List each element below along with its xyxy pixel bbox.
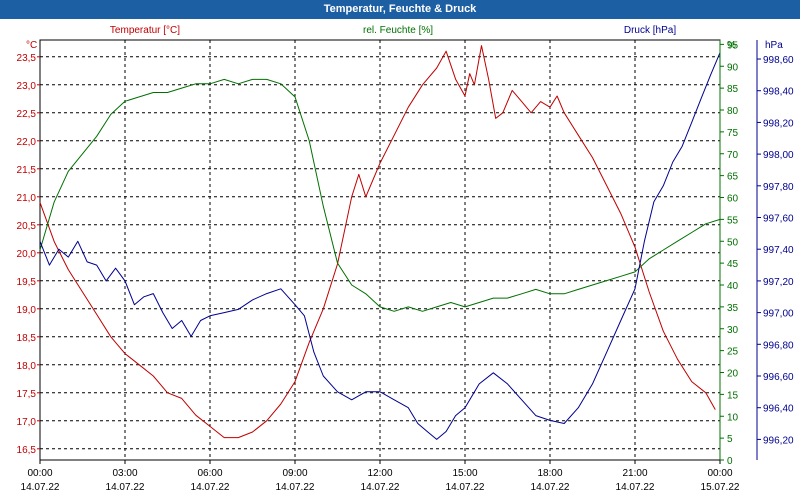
pressure-tick-label: 996,40 (763, 404, 794, 415)
temperature-tick-label: 21,5 (17, 165, 37, 176)
pressure-tick-label: 996,80 (763, 340, 794, 351)
pressure-tick-label: 997,40 (763, 245, 794, 256)
x-tick-label: 15:00 (452, 468, 477, 479)
humidity-tick-label: 70 (727, 150, 739, 161)
humidity-tick-label: 85 (727, 84, 739, 95)
humidity-tick-label: 35 (727, 303, 739, 314)
plot-axes: 00:00 14.07.22 03:00 14.07.22 06:00 14.07.22 0… (17, 25, 794, 493)
temperature-tick-label: 22,5 (17, 109, 37, 120)
temperature-unit: °C (26, 40, 37, 51)
humidity-tick-label: 60 (727, 194, 739, 205)
humidity-unit: % (727, 40, 736, 51)
series-line (39, 78, 721, 312)
x-tick-date: 14.07.22 (361, 482, 400, 493)
temperature-tick-label: 20,5 (17, 221, 37, 232)
humidity-tick-label: 15 (727, 390, 739, 401)
x-tick-label: 06:00 (197, 468, 222, 479)
temperature-tick-label: 18,5 (17, 333, 37, 344)
x-tick-label: 09:00 (282, 468, 307, 479)
humidity-tick-label: 25 (727, 347, 739, 358)
humidity-tick-label: 80 (727, 106, 739, 117)
pressure-tick-label: 998,00 (763, 150, 794, 161)
line-chart: 00:00 14.07.22 03:00 14.07.22 06:00 14.07.22 0… (17, 25, 794, 493)
pressure-tick-label: 997,20 (763, 277, 794, 288)
x-tick-label: 18:00 (537, 468, 562, 479)
humidity-tick-label: 75 (727, 128, 739, 139)
pressure-tick-label: 996,60 (763, 372, 794, 383)
humidity-tick-label: 65 (727, 172, 739, 183)
x-tick-date: 14.07.22 (616, 482, 655, 493)
temperature-tick-label: 22,0 (17, 137, 37, 148)
x-tick-label: 00:00 (707, 468, 732, 479)
humidity-tick-label: 20 (727, 369, 739, 380)
x-tick-date: 14.07.22 (276, 482, 315, 493)
humidity-tick-label: 10 (727, 412, 739, 423)
pressure-tick-label: 998,40 (763, 87, 794, 98)
x-tick-label: 21:00 (622, 468, 647, 479)
x-tick-date: 14.07.22 (191, 482, 230, 493)
temperature-tick-label: 18,0 (17, 361, 37, 372)
humidity-tick-label: 0 (727, 456, 733, 467)
legend-entry: rel. Feuchte [%] (363, 25, 433, 36)
humidity-tick-label: 5 (727, 434, 733, 445)
temperature-tick-label: 17,5 (17, 389, 37, 400)
temperature-tick-label: 19,0 (17, 305, 37, 316)
series-line (39, 52, 721, 440)
x-tick-date: 14.07.22 (531, 482, 570, 493)
humidity-tick-label: 40 (727, 281, 739, 292)
humidity-tick-label: 95 (727, 40, 739, 51)
pressure-tick-label: 997,80 (763, 182, 794, 193)
temperature-tick-label: 19,5 (17, 277, 37, 288)
pressure-tick-label: 996,20 (763, 435, 794, 446)
pressure-tick-label: 997,00 (763, 309, 794, 320)
pressure-tick-label: 997,60 (763, 214, 794, 225)
temperature-tick-label: 17,0 (17, 417, 37, 428)
humidity-tick-label: 50 (727, 237, 739, 248)
temperature-tick-label: 16,5 (17, 445, 37, 456)
temperature-tick-label: 23,5 (17, 53, 37, 64)
humidity-tick-label: 55 (727, 215, 739, 226)
temperature-tick-label: 21,0 (17, 193, 37, 204)
plot-series (39, 45, 721, 440)
temperature-tick-label: 23,0 (17, 81, 37, 92)
humidity-tick-label: 90 (727, 62, 739, 73)
pressure-tick-label: 998,60 (763, 55, 794, 66)
x-tick-date: 14.07.22 (106, 482, 145, 493)
x-tick-label: 12:00 (367, 468, 392, 479)
humidity-tick-label: 30 (727, 325, 739, 336)
x-tick-date: 14.07.22 (446, 482, 485, 493)
pressure-unit: hPa (765, 40, 783, 51)
temperature-tick-label: 20,0 (17, 249, 37, 260)
x-tick-date: 14.07.22 (21, 482, 60, 493)
series-line (39, 45, 716, 439)
window-title: Temperatur, Feuchte & Druck (0, 0, 800, 19)
pressure-tick-label: 998,20 (763, 118, 794, 129)
x-tick-label: 00:00 (27, 468, 52, 479)
legend-entry: Druck [hPa] (624, 25, 676, 36)
humidity-tick-label: 45 (727, 259, 739, 270)
legend-entry: Temperatur [°C] (110, 25, 180, 36)
x-tick-date: 15.07.22 (701, 482, 740, 493)
x-tick-label: 03:00 (112, 468, 137, 479)
